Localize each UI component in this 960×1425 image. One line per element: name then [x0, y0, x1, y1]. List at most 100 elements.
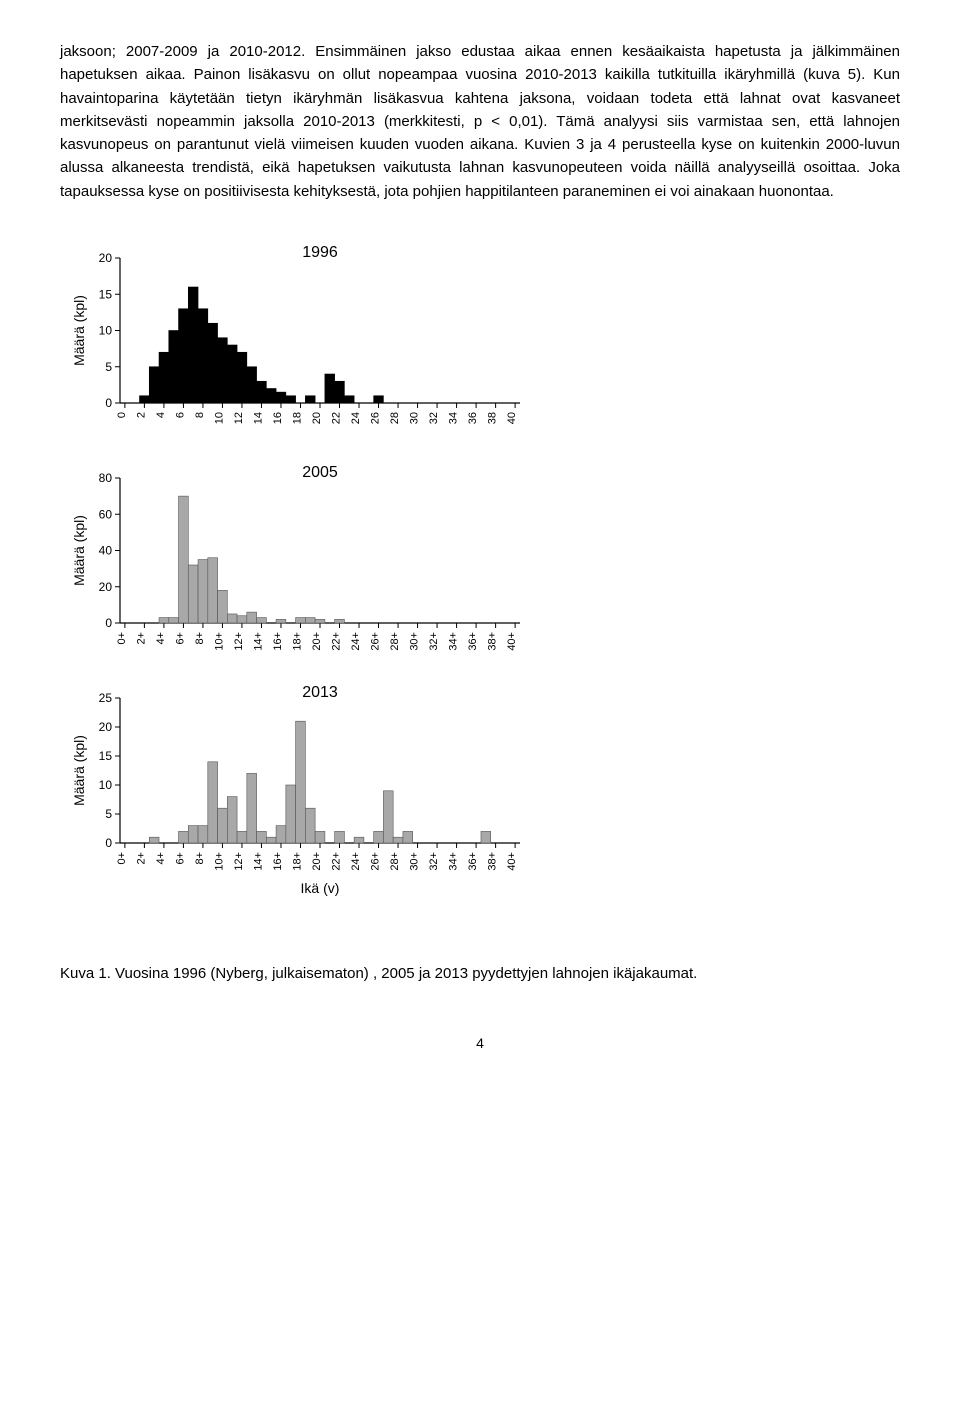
bar — [198, 309, 208, 403]
x-tick-label: 6+ — [174, 632, 186, 645]
x-tick-label: 4 — [155, 412, 167, 418]
x-tick-label: 4+ — [155, 632, 167, 645]
x-tick-label: 40+ — [506, 852, 518, 871]
x-tick-label: 8+ — [194, 852, 206, 865]
bar — [325, 374, 335, 403]
bar — [276, 392, 286, 403]
page-number: 4 — [60, 1035, 900, 1051]
chart-title: 2013 — [302, 684, 338, 701]
bar — [208, 558, 218, 623]
x-tick-label: 22+ — [331, 852, 343, 871]
bar — [247, 612, 257, 623]
x-tick-label: 24+ — [350, 632, 362, 651]
bar — [227, 796, 237, 842]
x-tick-label: 10+ — [213, 852, 225, 871]
x-tick-label: 14+ — [252, 632, 264, 651]
x-tick-label: 12+ — [233, 852, 245, 871]
bar — [198, 825, 208, 842]
bar — [140, 396, 150, 403]
bar — [149, 367, 159, 403]
bar — [266, 388, 276, 403]
bar — [218, 590, 228, 623]
chart-2013: 201305101520250+2+4+6+8+10+12+14+16+18+2… — [70, 683, 900, 903]
bar — [227, 614, 237, 623]
y-tick-label: 0 — [105, 616, 112, 630]
bar — [296, 721, 306, 843]
bar — [179, 309, 189, 403]
bar — [247, 773, 257, 843]
chart-1996: 1996051015200246810121416182022242628303… — [70, 243, 900, 443]
x-tick-label: 34+ — [448, 632, 460, 651]
x-tick-label: 12 — [233, 412, 245, 424]
y-tick-label: 25 — [99, 691, 113, 705]
bar — [159, 617, 169, 622]
x-tick-label: 16 — [272, 412, 284, 424]
bar — [354, 837, 364, 843]
x-tick-label: 0+ — [116, 632, 128, 645]
x-tick-label: 32+ — [428, 632, 440, 651]
x-tick-label: 20+ — [311, 852, 323, 871]
x-tick-label: 28+ — [389, 852, 401, 871]
chart-svg: 20050204060800+2+4+6+8+10+12+14+16+18+20… — [70, 463, 530, 658]
y-tick-label: 20 — [99, 720, 113, 734]
bar — [179, 831, 189, 843]
x-tick-label: 4+ — [155, 852, 167, 865]
x-tick-label: 32 — [428, 412, 440, 424]
bar — [266, 837, 276, 843]
y-axis-label: Määrä (kpl) — [71, 735, 87, 806]
bar — [237, 616, 247, 623]
bar — [276, 825, 286, 842]
x-tick-label: 18+ — [291, 632, 303, 651]
x-tick-label: 20+ — [311, 632, 323, 651]
bar — [169, 617, 179, 622]
x-tick-label: 30+ — [409, 632, 421, 651]
bar — [374, 396, 384, 403]
figure-caption: Kuva 1. Vuosina 1996 (Nyberg, julkaisema… — [60, 963, 900, 986]
x-tick-label: 2+ — [135, 632, 147, 645]
x-tick-label: 22+ — [331, 632, 343, 651]
y-tick-label: 15 — [99, 749, 113, 763]
x-tick-label: 34 — [448, 412, 460, 424]
bar — [257, 831, 267, 843]
bar — [335, 619, 345, 623]
bar — [149, 837, 159, 843]
y-tick-label: 40 — [99, 543, 113, 557]
y-tick-label: 20 — [99, 580, 113, 594]
chart-svg: 201305101520250+2+4+6+8+10+12+14+16+18+2… — [70, 683, 530, 898]
x-tick-label: 22 — [331, 412, 343, 424]
x-tick-label: 26+ — [370, 632, 382, 651]
bar — [305, 396, 315, 403]
y-tick-label: 5 — [105, 360, 112, 374]
y-tick-label: 15 — [99, 287, 113, 301]
x-tick-label: 8 — [194, 412, 206, 418]
bar — [315, 619, 325, 623]
x-tick-label: 0+ — [116, 852, 128, 865]
x-tick-label: 18 — [291, 412, 303, 424]
y-tick-label: 60 — [99, 507, 113, 521]
x-tick-label: 36 — [467, 412, 479, 424]
bar — [481, 831, 491, 843]
x-axis-label: Ikä (v) — [301, 880, 340, 896]
bar — [315, 831, 325, 843]
bar — [257, 381, 267, 403]
bar — [296, 617, 306, 622]
bar — [159, 352, 169, 403]
x-tick-label: 36+ — [467, 632, 479, 651]
bar — [286, 785, 296, 843]
x-tick-label: 0 — [116, 412, 128, 418]
x-tick-label: 24 — [350, 412, 362, 424]
y-tick-label: 0 — [105, 396, 112, 410]
x-tick-label: 12+ — [233, 632, 245, 651]
x-tick-label: 18+ — [291, 852, 303, 871]
bar — [198, 559, 208, 622]
bar — [179, 496, 189, 623]
x-tick-label: 16+ — [272, 632, 284, 651]
bar — [247, 367, 257, 403]
bar — [276, 619, 286, 623]
x-tick-label: 26 — [370, 412, 382, 424]
y-tick-label: 0 — [105, 836, 112, 850]
x-tick-label: 10 — [213, 412, 225, 424]
x-tick-label: 16+ — [272, 852, 284, 871]
bar — [169, 330, 179, 403]
bar — [218, 808, 228, 843]
